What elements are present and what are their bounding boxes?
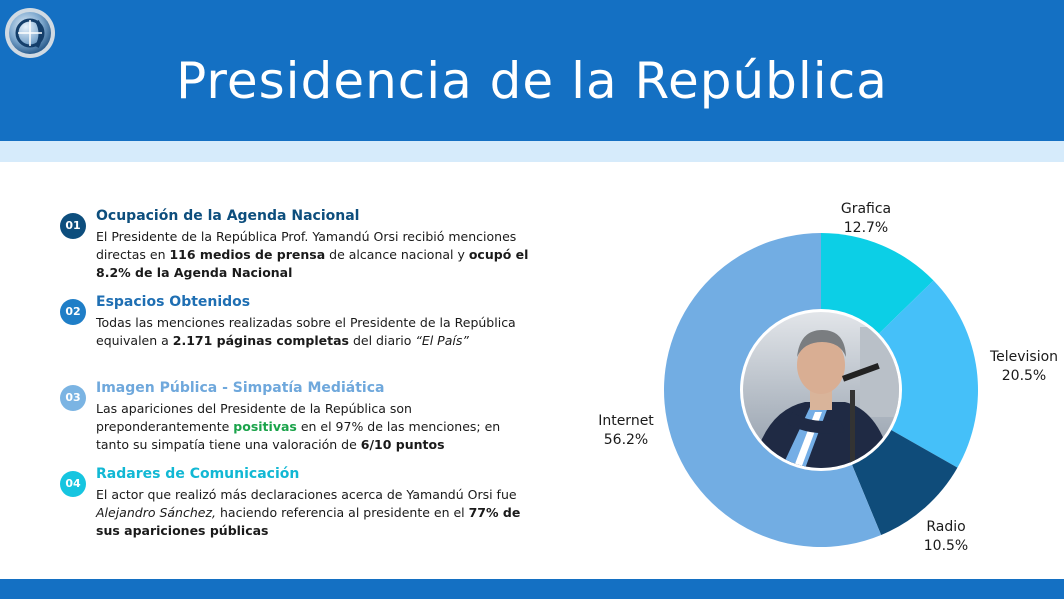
slice-label-internet: Internet: [598, 413, 654, 429]
item-body: El Presidente de la República Prof. Yama…: [96, 229, 529, 280]
item-body: Todas las menciones realizadas sobre el …: [96, 315, 516, 348]
item-title: Espacios Obtenidos: [96, 294, 251, 310]
slice-value-television: 20.5%: [1002, 368, 1046, 384]
slice-value-radio: 10.5%: [924, 538, 968, 554]
item-title: Radares de Comunicación: [96, 466, 300, 482]
header-bar: [0, 0, 1064, 141]
item-number-badge: 02: [60, 299, 86, 325]
slice-label-grafica: Grafica: [841, 201, 891, 217]
slice-value-grafica: 12.7%: [844, 220, 888, 236]
media-share-donut-chart: Grafica 12.7% Television 20.5% Radio 10.5% Int…: [598, 201, 1058, 554]
footer-bar: [0, 579, 1064, 599]
item-body: Las apariciones del Presidente de la Rep…: [96, 401, 501, 452]
slice-label-radio: Radio: [926, 519, 965, 535]
item-title: Ocupación de la Agenda Nacional: [96, 208, 360, 224]
item-number-badge: 04: [60, 471, 86, 497]
item-body: El actor que realizó más declaraciones a…: [96, 487, 521, 538]
brand-logo-icon: [5, 8, 55, 58]
item-number-badge: 03: [60, 385, 86, 411]
item-title: Imagen Pública - Simpatía Mediática: [96, 380, 385, 396]
slice-label-television: Television: [989, 349, 1058, 365]
page-title: Presidencia de la República: [176, 52, 888, 110]
slice-value-internet: 56.2%: [604, 432, 648, 448]
header-subband: [0, 141, 1064, 162]
chart-labels: Grafica 12.7% Television 20.5% Radio 10.5% Int…: [598, 201, 1058, 554]
item-number-badge: 01: [60, 213, 86, 239]
